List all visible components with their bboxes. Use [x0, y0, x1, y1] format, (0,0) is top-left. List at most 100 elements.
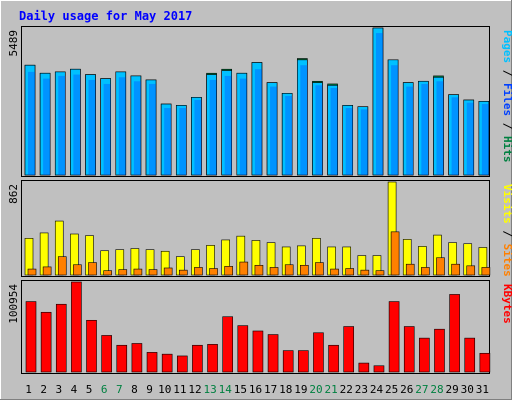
bar-sites-day-2 — [42, 266, 52, 276]
bar-files-day-6 — [103, 83, 111, 175]
bar-files-day-4 — [73, 74, 81, 175]
x-tick-label-day-16: 16 — [249, 383, 262, 396]
bar-files-day-16 — [254, 69, 262, 175]
bar-files-day-7 — [118, 77, 126, 175]
bar-kbytes-day-17 — [267, 334, 279, 373]
bar-kbytes-day-13 — [207, 344, 218, 373]
bar-files-day-24 — [375, 33, 383, 175]
bar-kbytes-day-12 — [192, 344, 203, 373]
legend-entry-kbytes-0: KBytes — [501, 284, 512, 324]
bar-sites-day-27 — [421, 267, 430, 276]
bar-kbytes-day-2 — [40, 311, 52, 373]
x-tick-label-day-15: 15 — [234, 383, 247, 396]
bar-pages-day-30 — [463, 99, 475, 176]
x-tick-label-day-26: 26 — [400, 383, 413, 396]
x-tick-label-day-14: 14 — [219, 383, 233, 396]
bar-kbytes-day-19 — [298, 350, 309, 373]
bar-pages-day-24 — [372, 27, 384, 176]
legend-entry-pages-files-hits-2: Files — [501, 83, 512, 116]
x-tick-label-day-31: 31 — [476, 383, 489, 396]
panel-pages-files-hits: 5489 Pages / Files / Hits — [7, 26, 512, 177]
bar-pages-day-8 — [130, 75, 142, 176]
bar-pages-day-27 — [418, 80, 429, 176]
bar-sites-day-29 — [451, 263, 460, 276]
x-tick-label-day-28: 28 — [430, 383, 443, 396]
bar-files-day-17 — [270, 86, 278, 175]
max-value-label-visits-sites: 862 — [7, 184, 20, 204]
bar-files-day-26 — [406, 86, 414, 175]
bar-pages-day-9 — [145, 79, 157, 176]
bar-kbytes-day-7 — [116, 344, 128, 373]
bar-sites-day-26 — [405, 263, 415, 276]
bar-pages-day-2 — [39, 72, 51, 176]
legend-entry-pages-files-hits-1: / — [501, 63, 512, 83]
chart-title: Daily usage for May 2017 — [19, 9, 192, 23]
bar-pages-day-25 — [387, 59, 399, 176]
bar-kbytes-day-29 — [449, 294, 460, 373]
bar-pages-day-31 — [478, 101, 490, 176]
x-tick-label-day-22: 22 — [340, 383, 353, 396]
bar-pages-day-29 — [448, 94, 459, 176]
bar-sites-day-31 — [481, 267, 491, 276]
x-tick-label-day-27: 27 — [415, 383, 428, 396]
bar-sites-day-8 — [133, 268, 143, 276]
bar-sites-day-12 — [194, 267, 203, 276]
bar-files-day-13 — [209, 79, 217, 175]
bar-pages-day-11 — [175, 105, 187, 176]
bar-files-day-8 — [133, 81, 141, 175]
bar-sites-day-10 — [163, 267, 173, 276]
bar-sites-day-18 — [284, 264, 294, 276]
bar-sites-day-28 — [436, 257, 445, 276]
bar-files-day-31 — [481, 104, 489, 175]
bar-kbytes-day-1 — [25, 301, 37, 373]
bar-files-day-20 — [315, 85, 323, 175]
bar-sites-day-23 — [360, 269, 370, 276]
x-tick-label-day-24: 24 — [370, 383, 384, 396]
legend-entry-visits-sites-0: Visits — [501, 184, 512, 224]
bar-sites-day-30 — [466, 265, 476, 276]
x-tick-label-day-17: 17 — [264, 383, 277, 396]
panel-kbytes: 100954 KBytes — [7, 280, 512, 374]
max-value-label-pages-files-hits: 5489 — [7, 30, 20, 57]
x-tick-label-day-30: 30 — [461, 383, 474, 396]
x-tick-label-day-6: 6 — [101, 383, 108, 396]
bar-kbytes-day-14 — [222, 316, 233, 373]
bar-files-day-14 — [224, 75, 232, 175]
x-tick-label-day-7: 7 — [116, 383, 123, 396]
bar-pages-day-23 — [357, 106, 369, 176]
bar-files-day-15 — [239, 78, 247, 175]
bar-files-day-21 — [330, 87, 338, 175]
bar-kbytes-day-20 — [313, 332, 324, 373]
bar-kbytes-day-5 — [86, 319, 97, 373]
x-tick-label-day-3: 3 — [56, 383, 63, 396]
legend-entry-visits-sites-1: / — [501, 224, 512, 244]
chart-panels: 5489 Pages / Files / Hits 862 Visits / Site… — [7, 26, 512, 374]
bar-pages-day-14 — [221, 70, 232, 176]
bar-files-day-9 — [149, 83, 157, 175]
bar-pages-day-12 — [191, 97, 202, 176]
bar-sites-day-3 — [57, 256, 67, 276]
bar-pages-day-3 — [54, 71, 66, 176]
bar-sites-day-17 — [269, 267, 279, 276]
bar-kbytes-day-23 — [358, 362, 370, 373]
legend-entry-pages-files-hits-4: Hits — [501, 136, 512, 163]
bar-sites-day-1 — [27, 268, 37, 276]
bar-pages-day-6 — [100, 78, 111, 176]
bar-kbytes-day-27 — [419, 337, 430, 373]
panel-visits-sites: 862 Visits / Sites — [7, 180, 512, 277]
bar-kbytes-day-18 — [282, 350, 294, 373]
legend-kbytes: KBytes — [501, 284, 512, 324]
x-tick-label-day-20: 20 — [309, 383, 322, 396]
bar-kbytes-day-3 — [55, 303, 67, 373]
bar-kbytes-day-25 — [388, 301, 400, 373]
x-tick-label-day-13: 13 — [203, 383, 216, 396]
bar-kbytes-day-11 — [176, 355, 188, 373]
bar-files-day-27 — [421, 83, 429, 175]
bar-files-day-23 — [360, 109, 368, 175]
bar-files-day-3 — [58, 75, 66, 175]
bar-kbytes-day-10 — [161, 353, 173, 373]
bar-kbytes-day-9 — [146, 352, 158, 373]
bar-sites-day-22 — [345, 268, 355, 276]
bar-pages-day-22 — [342, 105, 354, 176]
bar-files-day-29 — [451, 97, 459, 175]
